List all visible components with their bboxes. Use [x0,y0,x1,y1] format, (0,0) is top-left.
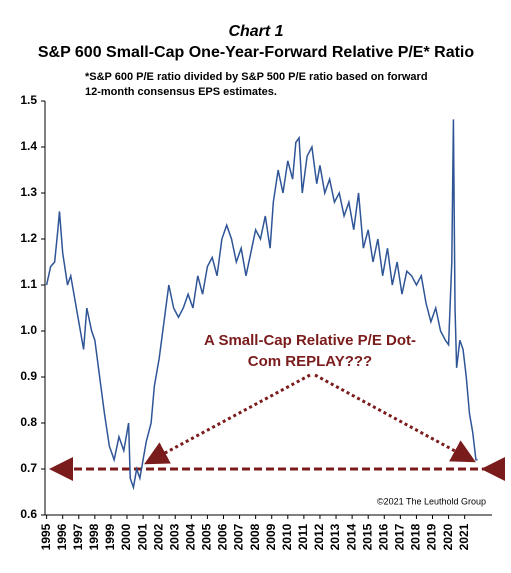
x-tick-label: 2014 [344,523,358,550]
y-tick-label: 1.4 [20,139,37,153]
x-tick-label: 2011 [296,524,310,550]
annotation-box: A Small-Cap Relative P/E Dot-Com REPLAY?… [204,332,416,370]
x-tick-label: 2004 [183,523,197,550]
subtitle-box: *S&P 600 P/E ratio divided by S&P 500 P/… [85,71,428,98]
x-tick-label: 2000 [119,523,133,550]
x-tick-label: 2015 [360,523,374,550]
annotation-arrow [144,373,311,465]
annotation-arrow [314,373,476,463]
x-tick-label: 2017 [393,523,407,550]
annotation: A Small-Cap Relative P/E Dot-Com REPLAY?… [204,332,416,370]
y-tick-label: 0.8 [20,415,37,429]
x-tick-label: 2003 [167,523,181,550]
x-tick-label: 1997 [71,523,85,550]
data-line [45,119,478,491]
x-tick-label: 2002 [151,523,165,550]
x-tick-label: 2009 [264,523,278,550]
x-tick-label: 1996 [55,523,69,550]
x-tick-label: 2006 [216,523,230,550]
x-tick-label: 2012 [312,523,326,550]
y-tick-label: 1.2 [20,231,37,245]
y-tick-label: 1.1 [20,277,37,291]
chart-title: S&P 600 Small-Cap One-Year-Forward Relat… [38,44,475,61]
x-tick-label: 2018 [409,523,423,550]
x-tick-label: 2007 [232,523,246,550]
y-tick-label: 1.5 [20,93,37,107]
x-tick-label: 1998 [87,523,101,550]
y-tick-label: 0.7 [20,461,37,475]
chart-label: Chart 1 [228,23,283,40]
source: ©2021 The Leuthold Group [377,496,486,506]
x-tick-label: 2016 [376,523,390,550]
y-tick-label: 1.3 [20,185,37,199]
y-tick-label: 1.0 [20,323,37,337]
x-tick-label: 2013 [328,523,342,550]
x-tick-label: 2001 [135,523,149,550]
x-tick-label: 2008 [248,523,262,550]
x-tick-label: 2021 [457,523,471,550]
x-tick-label: 1995 [39,523,53,550]
x-tick-label: 2010 [280,523,294,550]
subtitle: *S&P 600 P/E ratio divided by S&P 500 P/… [85,71,428,98]
x-tick-label: 2005 [200,523,214,550]
y-tick-label: 0.6 [20,507,37,521]
x-tick-label: 2020 [441,523,455,550]
y-tick-label: 0.9 [20,369,37,383]
x-tick-label: 1999 [103,523,117,550]
x-tick-label: 2019 [425,523,439,550]
